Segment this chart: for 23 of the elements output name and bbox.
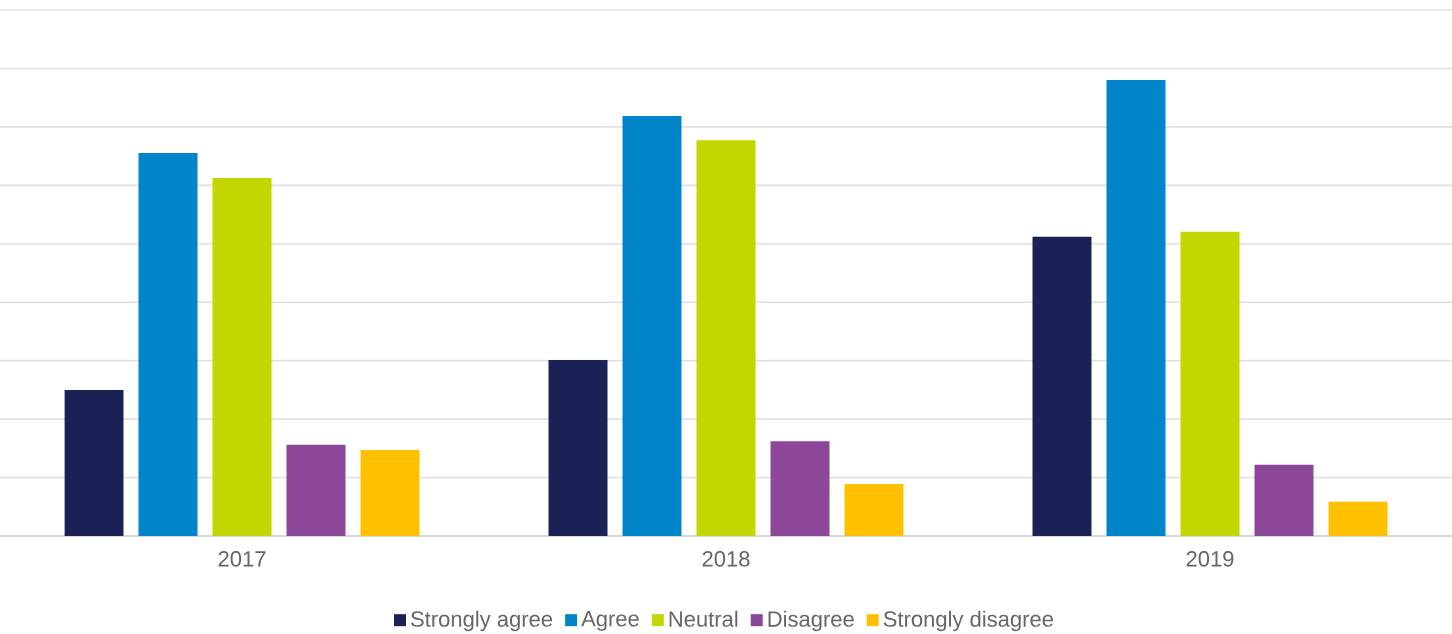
- legend-label: Disagree: [768, 610, 854, 632]
- bar: [548, 359, 608, 536]
- x-tick-label: 2018: [702, 551, 750, 567]
- legend-label: Strongly disagree: [883, 610, 1053, 632]
- x-tick-label: 2017: [218, 551, 266, 567]
- legend-label: Agree: [581, 611, 639, 631]
- legend-label: Neutral: [669, 610, 738, 627]
- bar: [286, 444, 346, 536]
- bar: [138, 152, 198, 536]
- bar: [64, 390, 124, 536]
- bar: [1254, 464, 1314, 536]
- bar: [622, 116, 682, 536]
- bar: [770, 441, 830, 536]
- bar: [1106, 80, 1166, 536]
- bar: [1180, 231, 1240, 536]
- bar: [1032, 236, 1092, 536]
- bar: [844, 484, 904, 536]
- bar: [360, 449, 420, 536]
- bar: [1328, 501, 1388, 536]
- bar: [212, 178, 272, 536]
- bar: [696, 140, 756, 536]
- x-tick-label: 2019: [1186, 551, 1234, 567]
- legend-label: Strongly agree: [411, 610, 553, 632]
